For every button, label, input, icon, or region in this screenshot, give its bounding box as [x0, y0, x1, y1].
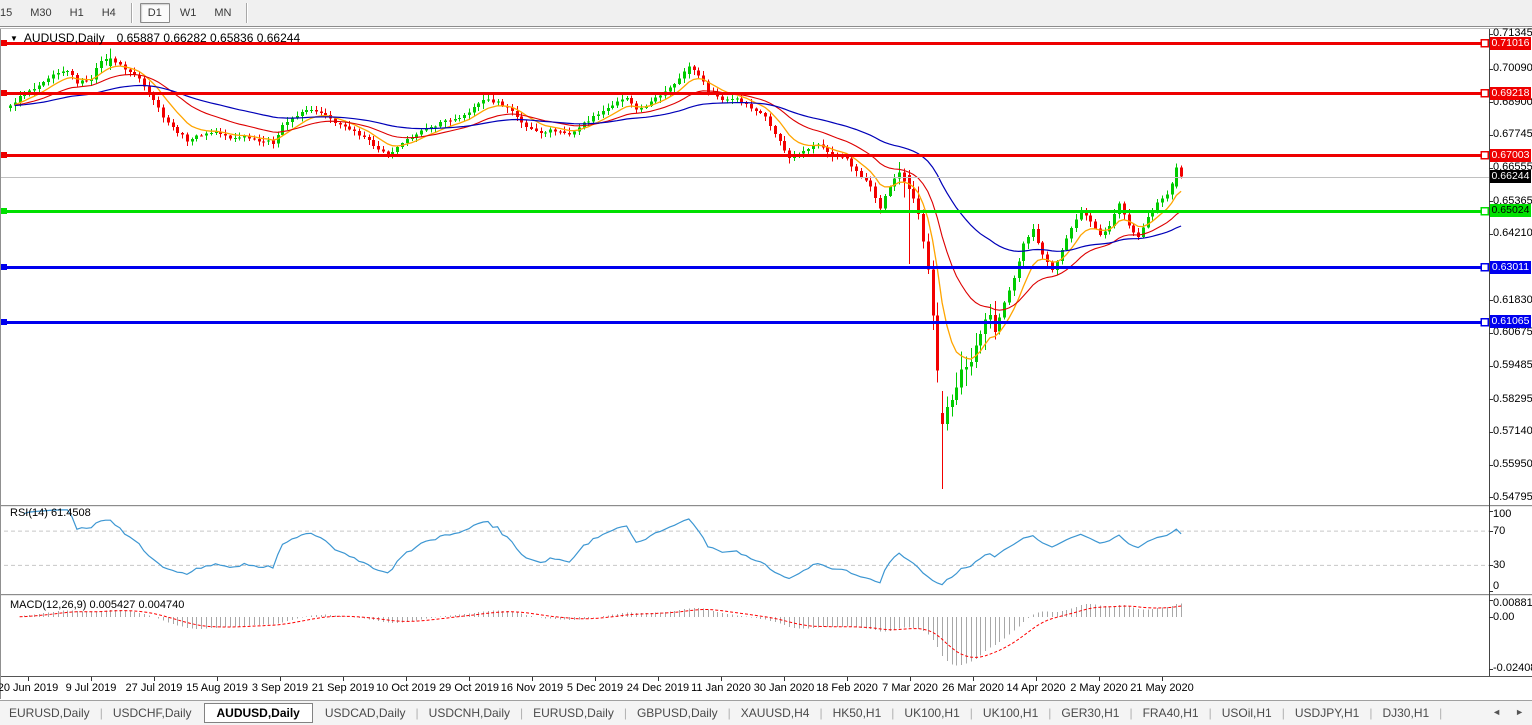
chart-tab-eurusd-daily[interactable]: EURUSD,Daily	[9, 706, 90, 720]
price-level-line[interactable]	[0, 206, 1489, 216]
period-button-mn[interactable]: MN	[214, 7, 232, 19]
chart-tab-usdjpy-h1[interactable]: USDJPY,H1	[1294, 706, 1360, 720]
chart-tab-usdcad-daily[interactable]: USDCAD,Daily	[324, 706, 406, 720]
chart-tab-usoil-h1[interactable]: USOil,H1	[1221, 706, 1272, 720]
period-button-m30[interactable]: M30	[30, 7, 52, 19]
chart-tab-usdcnh-daily[interactable]: USDCNH,Daily	[428, 706, 511, 720]
chart-tab-uk100-h1[interactable]: UK100,H1	[904, 706, 960, 720]
tab-separator: |	[99, 706, 103, 720]
period-button-h4[interactable]: H4	[101, 7, 116, 19]
chart-tab-bar: EURUSD,Daily | USDCHF,Daily AUDUSD,Daily USD…	[0, 700, 1532, 725]
macd-histogram	[15, 603, 1182, 666]
chart-canvas[interactable]	[0, 0, 1532, 700]
tab-separator: |	[1048, 706, 1052, 720]
chart-tab-dj30-h1[interactable]: DJ30,H1	[1382, 706, 1430, 720]
tab-scroll-arrows: ◄ ►	[1478, 707, 1524, 717]
tab-separator: |	[1208, 706, 1212, 720]
axis-ticks	[28, 34, 1493, 681]
chart-tab-usdchf-daily[interactable]: USDCHF,Daily	[112, 706, 192, 720]
tab-scroll-left-icon[interactable]: ◄	[1492, 707, 1502, 717]
toolbar-separator	[130, 3, 133, 23]
tab-separator: |	[1369, 706, 1373, 720]
tab-separator: |	[819, 706, 823, 720]
period-button-15[interactable]: 15	[0, 7, 13, 19]
period-button-d1[interactable]: D1	[139, 3, 170, 23]
tab-separator: |	[1281, 706, 1285, 720]
tab-separator: |	[520, 706, 524, 720]
tab-separator: |	[891, 706, 895, 720]
chart-tab-eurusd-daily[interactable]: EURUSD,Daily	[533, 706, 614, 720]
ma-fast-line	[14, 65, 1182, 360]
chart-tab-uk100-h1[interactable]: UK100,H1	[982, 706, 1039, 720]
ma-slow-line	[14, 84, 1182, 253]
timeframe-toolbar: 15 M30 H1 H4 D1 W1 MN	[0, 0, 1532, 27]
tab-separator: |	[727, 706, 731, 720]
tab-separator: |	[415, 706, 419, 720]
panel-borders	[0, 28, 1532, 699]
chart-tab-fra40-h1[interactable]: FRA40,H1	[1142, 706, 1199, 720]
period-button-w1[interactable]: W1	[179, 7, 197, 19]
price-level-line[interactable]	[0, 38, 1489, 48]
price-level-line[interactable]	[0, 88, 1489, 98]
tab-scroll-right-icon[interactable]: ►	[1515, 707, 1524, 717]
price-level-line[interactable]	[0, 150, 1489, 160]
tab-separator: |	[1439, 706, 1443, 720]
tab-separator: |	[623, 706, 627, 720]
chart-tab-xauusd-h4[interactable]: XAUUSD,H4	[740, 706, 810, 720]
rsi-line	[24, 509, 1182, 586]
tab-separator: |	[1129, 706, 1133, 720]
chart-tab-ger30-h1[interactable]: GER30,H1	[1061, 706, 1120, 720]
macd-signal-line	[19, 605, 1182, 658]
toolbar-separator	[246, 3, 249, 23]
price-level-line[interactable]	[0, 317, 1489, 327]
period-button-h1[interactable]: H1	[69, 7, 84, 19]
chart-tab-hk50-h1[interactable]: HK50,H1	[832, 706, 882, 720]
price-level-line[interactable]	[0, 262, 1489, 272]
tab-separator: |	[969, 706, 973, 720]
chart-tab-audusd-daily[interactable]: AUDUSD,Daily	[203, 703, 313, 723]
chart-tab-gbpusd-daily[interactable]: GBPUSD,Daily	[636, 706, 718, 720]
